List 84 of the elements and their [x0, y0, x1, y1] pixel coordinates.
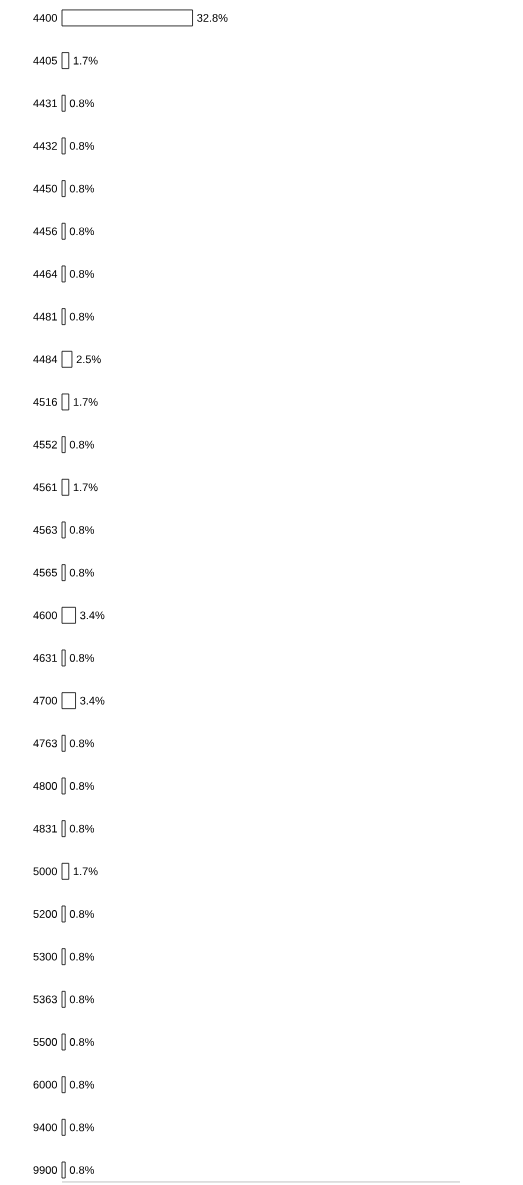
y-tick-label: 4552 [33, 440, 57, 449]
bar [61, 137, 66, 155]
bar [61, 265, 66, 283]
data-label: 0.8% [69, 1080, 95, 1089]
bar [61, 9, 193, 27]
bar [61, 1076, 66, 1094]
bar [61, 478, 70, 496]
bar [61, 948, 66, 966]
y-tick-label: 4800 [33, 782, 58, 790]
y-tick-label: 4432 [33, 142, 57, 150]
bar [61, 862, 70, 880]
data-label: 0.8% [69, 995, 95, 1004]
bar [61, 1161, 66, 1179]
y-tick-label: 4700 [33, 696, 58, 705]
data-label: 1.7% [73, 483, 98, 492]
data-label: 0.8% [69, 654, 95, 662]
y-tick-label: 4600 [33, 611, 58, 620]
data-label: 0.8% [69, 1123, 95, 1132]
data-label: 0.8% [69, 1166, 95, 1174]
data-label: 1.7% [73, 56, 98, 65]
y-tick-label: 5000 [33, 867, 58, 876]
bar [61, 905, 66, 923]
y-tick-label: 4450 [33, 184, 58, 193]
data-label: 3.4% [80, 696, 105, 705]
y-tick-label: 4561 [33, 483, 57, 492]
y-tick-label: 4763 [33, 739, 57, 748]
y-tick-label: 4484 [33, 355, 58, 364]
bar [61, 820, 66, 838]
y-tick-label: 4631 [33, 654, 57, 662]
y-tick-label: 4400 [33, 14, 58, 22]
y-tick-label: 4563 [33, 526, 57, 534]
bar [61, 52, 70, 69]
bar [61, 350, 73, 368]
y-tick-label: 4456 [33, 227, 57, 236]
data-label: 0.8% [69, 227, 95, 236]
data-label: 0.8% [69, 142, 95, 150]
y-tick-label: 4431 [33, 99, 57, 108]
data-label: 0.8% [69, 824, 95, 833]
bar [61, 222, 66, 240]
data-label: 0.8% [69, 312, 95, 321]
bar [61, 606, 76, 624]
data-label: 1.7% [73, 867, 98, 876]
y-tick-label: 5500 [33, 1038, 58, 1046]
data-label: 0.8% [69, 270, 95, 278]
data-label: 0.8% [69, 440, 95, 449]
bar [61, 1033, 66, 1051]
data-label: 0.8% [69, 1038, 95, 1046]
data-label: 0.8% [69, 739, 95, 748]
y-tick-label: 4516 [33, 398, 57, 406]
y-tick-label: 5363 [33, 995, 57, 1004]
y-tick-label: 5200 [33, 910, 58, 918]
bar [61, 521, 66, 539]
y-tick-label: 4481 [33, 312, 57, 321]
data-label: 0.8% [69, 568, 95, 577]
data-label: 32.8% [197, 14, 228, 22]
data-label: 2.5% [76, 355, 101, 364]
data-label: 0.8% [69, 910, 95, 918]
data-label: 0.8% [69, 952, 95, 961]
y-tick-label: 5300 [33, 952, 58, 961]
y-tick-label: 9400 [33, 1123, 58, 1132]
data-label: 3.4% [80, 611, 105, 620]
bar [61, 436, 66, 454]
bar [61, 692, 76, 710]
data-label: 0.8% [69, 99, 95, 108]
data-label: 0.8% [69, 184, 95, 193]
y-tick-label: 4831 [33, 824, 57, 833]
bar [61, 734, 66, 752]
y-tick-label: 6000 [33, 1080, 58, 1089]
bar [61, 393, 70, 411]
bar [61, 94, 66, 112]
bar [61, 564, 66, 582]
bar [61, 308, 66, 326]
y-tick-label: 4565 [33, 568, 57, 577]
data-label: 0.8% [69, 526, 95, 534]
data-label: 1.7% [73, 398, 98, 406]
bar [61, 180, 66, 197]
bar [61, 990, 66, 1008]
y-tick-label: 4464 [33, 270, 58, 278]
bar [61, 777, 66, 795]
data-label: 0.8% [69, 782, 95, 790]
y-tick-label: 4405 [33, 56, 57, 65]
bar [61, 1118, 66, 1136]
bar [61, 649, 66, 667]
y-tick-label: 9900 [33, 1166, 58, 1174]
